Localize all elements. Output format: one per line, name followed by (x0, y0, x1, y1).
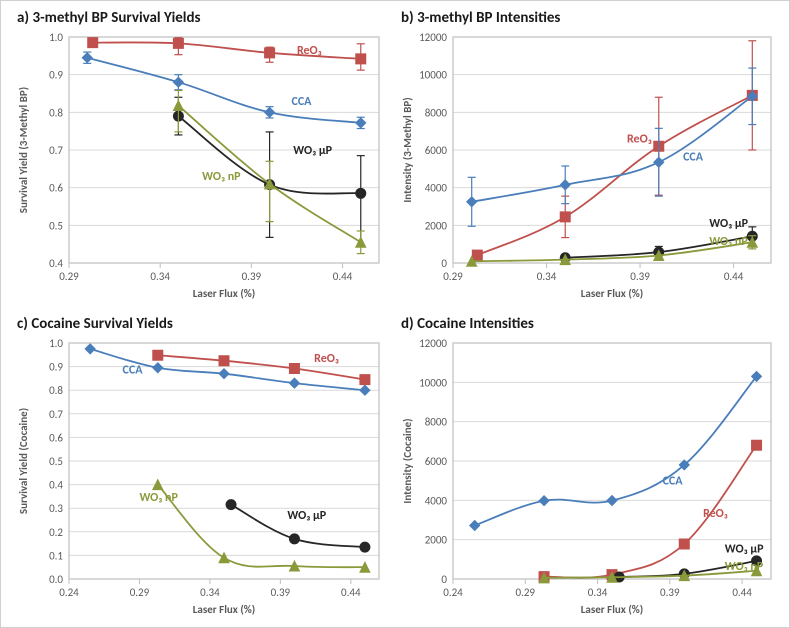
svg-text:Laser Flux (%): Laser Flux (%) (581, 603, 643, 616)
svg-text:0.34: 0.34 (150, 270, 170, 283)
svg-text:12000: 12000 (419, 31, 447, 44)
svg-text:1.0: 1.0 (49, 31, 63, 44)
svg-text:6000: 6000 (425, 455, 448, 468)
svg-text:Intensity (Cocaine): Intensity (Cocaine) (401, 418, 414, 503)
svg-text:Survival Yield (Cocaine): Survival Yield (Cocaine) (17, 408, 30, 514)
svg-text:0.44: 0.44 (732, 586, 752, 599)
svg-text:0.3: 0.3 (49, 502, 63, 515)
svg-text:WO₃ µP: WO₃ µP (709, 217, 748, 231)
panel-a: a) 3-methyl BP Survival Yields0.40.50.60… (11, 7, 389, 303)
svg-text:0.34: 0.34 (200, 586, 220, 599)
svg-text:WO₃ µP: WO₃ µP (293, 144, 332, 158)
svg-text:0.29: 0.29 (516, 586, 536, 599)
svg-text:ReO₃: ReO₃ (703, 507, 728, 521)
svg-text:0.8: 0.8 (49, 106, 63, 119)
svg-text:0.24: 0.24 (443, 586, 463, 599)
svg-text:0.9: 0.9 (49, 361, 63, 374)
svg-text:4000: 4000 (425, 182, 448, 195)
svg-text:0.44: 0.44 (333, 270, 353, 283)
svg-text:0: 0 (441, 573, 447, 586)
svg-text:WO₃ nP: WO₃ nP (709, 235, 748, 249)
svg-text:0.39: 0.39 (630, 270, 650, 283)
chart-d: 0 2000 4000 6000 8000 10000 12000 0.24 0.29 0.34 0… (395, 313, 781, 619)
svg-text:0.8: 0.8 (49, 384, 63, 397)
svg-text:0.9: 0.9 (49, 69, 63, 82)
svg-text:0.4: 0.4 (49, 479, 63, 492)
svg-text:0.29: 0.29 (130, 586, 150, 599)
svg-text:0.5: 0.5 (49, 219, 63, 232)
chart-b: 0 2000 4000 6000 8000 10000 12000 0.29 0.34 0.39 0… (395, 7, 781, 303)
figure-page: { "figure": { "background_color": "#ffff… (0, 0, 790, 628)
svg-text:WO₃ nP: WO₃ nP (725, 560, 764, 574)
svg-text:0.1: 0.1 (49, 549, 63, 562)
svg-text:Laser Flux (%): Laser Flux (%) (193, 287, 255, 300)
svg-text:0.6: 0.6 (49, 182, 63, 195)
svg-text:0: 0 (441, 257, 447, 270)
svg-text:0.44: 0.44 (341, 586, 361, 599)
svg-text:0.39: 0.39 (242, 270, 262, 283)
svg-text:CCA: CCA (663, 475, 684, 489)
svg-text:8000: 8000 (425, 106, 448, 119)
panel-title-a: a) 3-methyl BP Survival Yields (17, 9, 201, 27)
svg-text:Laser Flux (%): Laser Flux (%) (581, 287, 643, 300)
svg-text:CCA: CCA (123, 364, 144, 378)
panel-d: d) Cocaine Intensities 0 2000 4000 6000 8000 1… (395, 313, 781, 619)
svg-text:6000: 6000 (425, 144, 448, 157)
svg-text:CCA: CCA (683, 150, 704, 164)
svg-text:0.24: 0.24 (59, 586, 79, 599)
svg-text:0.39: 0.39 (660, 586, 680, 599)
svg-text:0.5: 0.5 (49, 455, 63, 468)
panel-title-d: d) Cocaine Intensities (401, 315, 534, 333)
chart-a: 0.4 0.5 0.6 0.7 0.8 0.9 1.0 0.29 0.34 0.39 0.44 Las… (11, 7, 389, 303)
svg-text:0.29: 0.29 (59, 270, 79, 283)
svg-text:0.29: 0.29 (443, 270, 463, 283)
svg-text:WO₃ µP: WO₃ µP (725, 542, 764, 556)
svg-text:ReO₃: ReO₃ (314, 352, 339, 366)
svg-text:0.7: 0.7 (49, 144, 63, 157)
svg-text:0.39: 0.39 (271, 586, 291, 599)
svg-text:2000: 2000 (425, 534, 448, 547)
svg-text:0.0: 0.0 (49, 573, 63, 586)
chart-c: 0.0 0.1 0.2 0.3 0.4 0.5 0.6 0.7 0.8 0.9 1.0 0.24 0.2… (11, 313, 389, 619)
svg-text:Intensity (3-Methyl BP): Intensity (3-Methyl BP) (401, 97, 414, 202)
panel-title-c: c) Cocaine Survival Yields (17, 315, 173, 333)
svg-text:WO₃ µP: WO₃ µP (287, 509, 326, 523)
svg-text:Laser Flux (%): Laser Flux (%) (193, 603, 255, 616)
svg-text:0.6: 0.6 (49, 431, 63, 444)
panel-title-b: b) 3-methyl BP Intensities (401, 9, 560, 27)
svg-text:0.2: 0.2 (49, 526, 63, 539)
svg-text:10000: 10000 (419, 376, 447, 389)
svg-text:CCA: CCA (291, 95, 312, 109)
svg-text:0.4: 0.4 (49, 257, 63, 270)
svg-text:8000: 8000 (425, 416, 448, 429)
svg-text:0.34: 0.34 (537, 270, 557, 283)
svg-text:WO₃ nP: WO₃ nP (139, 491, 178, 505)
svg-text:ReO₃: ReO₃ (627, 132, 652, 146)
svg-text:Survival Yield (3-Methyl BP): Survival Yield (3-Methyl BP) (17, 87, 30, 213)
svg-text:0.44: 0.44 (724, 270, 744, 283)
svg-text:WO₃ nP: WO₃ nP (202, 170, 241, 184)
svg-text:0.34: 0.34 (588, 586, 608, 599)
svg-text:0.7: 0.7 (49, 408, 63, 421)
svg-text:1.0: 1.0 (49, 337, 63, 350)
svg-text:10000: 10000 (419, 69, 447, 82)
panel-b: b) 3-methyl BP Intensities 0 2000 4000 6000 8… (395, 7, 781, 303)
svg-text:2000: 2000 (425, 219, 448, 232)
svg-text:12000: 12000 (419, 337, 447, 350)
panel-c: c) Cocaine Survival Yields0.00.10.20.30.… (11, 313, 389, 619)
svg-text:ReO₃: ReO₃ (297, 44, 322, 58)
svg-text:4000: 4000 (425, 494, 448, 507)
